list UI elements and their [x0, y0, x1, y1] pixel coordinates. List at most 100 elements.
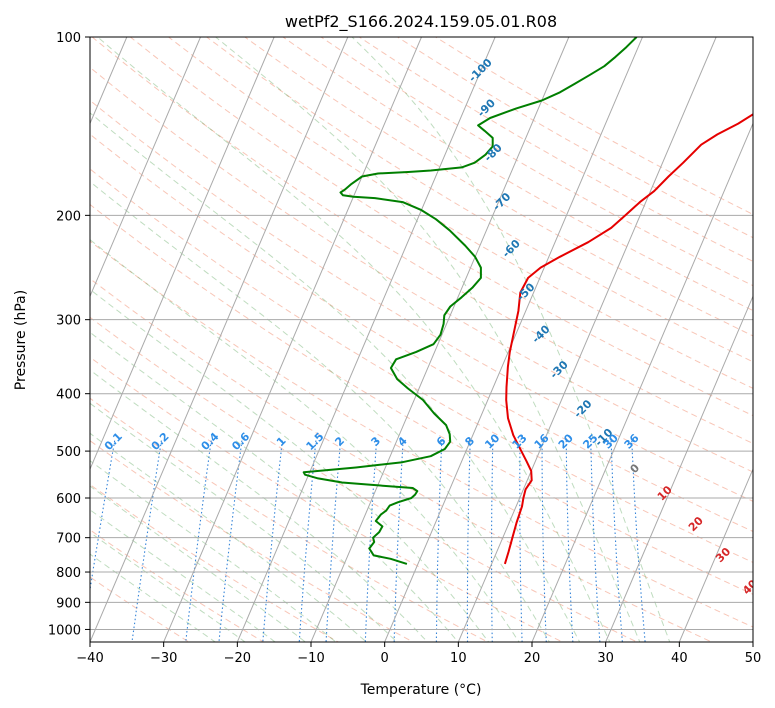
x-axis: −40 −30 −20 −10 0 10 20 30 40 50: [76, 642, 761, 666]
dry-adiabat: [434, 37, 753, 215]
mixing-ratio-line: [131, 440, 162, 642]
moist-adiabat-label: -100: [466, 56, 495, 85]
dry-adiabat: [90, 168, 753, 563]
isotherm: [678, 467, 753, 642]
x-tick-label: −30: [150, 651, 177, 666]
moist-adiabat-label: -70: [490, 190, 513, 213]
mixing-ratio-line: [610, 440, 623, 642]
mixing-ratio-lines: [90, 440, 646, 642]
moist-adiabat-label: -20: [571, 397, 594, 420]
mixing-ratio-label: 36: [622, 431, 642, 451]
profile-series: [302, 37, 753, 565]
isotherm: [752, 640, 753, 642]
dry-adiabat-label: 20: [686, 514, 706, 534]
mixing-ratio-label: 1: [274, 434, 289, 449]
mixing-ratio-label: 10: [482, 431, 502, 451]
dry-adiabat: [396, 37, 753, 239]
moist-adiabat-label: -30: [547, 358, 570, 381]
dewpoint-profile-line: [302, 37, 638, 565]
moist-adiabat: [90, 509, 277, 642]
dry-adiabat: [91, 37, 753, 445]
dry-adiabat: [90, 99, 753, 502]
isotherm: [457, 37, 717, 642]
dry-adiabat: [90, 440, 415, 642]
grid-lines: [90, 37, 753, 642]
moist-adiabat: [90, 331, 459, 642]
isotherm: [163, 37, 422, 642]
plot-frame: [89, 36, 754, 643]
moist-adiabat: [90, 112, 581, 642]
dry-adiabat: [90, 203, 753, 595]
mixing-ratio-label: 1.5: [304, 430, 327, 453]
x-tick-label: 20: [524, 651, 541, 666]
y-tick-label: 1000: [48, 623, 81, 638]
x-tick-label: 0: [381, 651, 389, 666]
isotherm: [236, 37, 496, 642]
dry-adiabat: [167, 37, 753, 389]
isotherm: [310, 37, 570, 642]
dry-adiabat-label: 40: [740, 577, 760, 597]
mixing-ratio-label: 2: [332, 434, 347, 449]
moist-adiabat-label: -40: [529, 322, 552, 345]
dry-adiabat: [90, 278, 713, 642]
dry-adiabat: [90, 316, 639, 642]
temperature-profile-line: [503, 113, 753, 565]
y-tick-label: 500: [56, 445, 81, 460]
y-tick-label: 400: [56, 388, 81, 403]
moist-adiabat: [214, 37, 641, 642]
x-tick-label: −40: [76, 651, 103, 666]
mixing-ratio-label: 0.6: [229, 430, 252, 453]
x-tick-label: 10: [450, 651, 467, 666]
mixing-ratio-label: 8: [462, 434, 477, 449]
y-tick-label: 800: [56, 566, 81, 581]
mixing-ratio-line: [466, 440, 471, 642]
mixing-ratio-label: 16: [532, 431, 552, 451]
x-tick-label: −20: [224, 651, 251, 666]
moist-adiabat: [351, 37, 671, 642]
isotherm: [90, 37, 349, 642]
dry-adiabat: [90, 66, 753, 473]
moist-adiabat: [90, 402, 398, 642]
moist-adiabat: [90, 239, 520, 642]
isotherm: [90, 37, 201, 298]
mixing-ratio-label: 4: [395, 434, 410, 449]
x-tick-label: 50: [745, 651, 762, 666]
moist-adiabat: [90, 553, 217, 642]
dry-adiabat: [90, 397, 489, 642]
chart-title: wetPf2_S166.2024.159.05.01.R08: [285, 12, 557, 32]
background-lines: [90, 37, 753, 642]
dry-adiabat: [129, 37, 753, 417]
mixing-ratio-label: 0.4: [199, 430, 222, 453]
y-tick-label: 600: [56, 492, 81, 507]
y-tick-label: 700: [56, 532, 81, 547]
isotherm: [384, 37, 643, 642]
x-tick-label: 30: [597, 651, 614, 666]
mixing-ratio-line: [325, 440, 342, 642]
dry-adiabat: [205, 37, 753, 363]
mixing-ratio-label: 20: [556, 431, 576, 451]
dry-adiabat-label: 0: [628, 461, 643, 476]
moist-adiabat: [90, 181, 550, 642]
y-axis: 100 200 300 400 500 600 700 800 900 1000: [48, 31, 90, 638]
y-axis-label: Pressure (hPa): [13, 290, 29, 390]
moist-adiabat-label: -50: [514, 280, 537, 303]
dry-adiabat: [90, 240, 753, 628]
mixing-ratio-line: [90, 440, 116, 593]
dry-adiabat-label: 30: [713, 545, 733, 565]
mixing-ratio-line: [393, 440, 404, 642]
y-tick-label: 300: [56, 314, 81, 329]
dry-adiabat: [90, 529, 265, 642]
dry-adiabat: [244, 37, 753, 337]
dry-adiabat: [320, 37, 753, 287]
moist-adiabat: [96, 37, 611, 642]
x-axis-label: Temperature (°C): [360, 682, 482, 698]
moist-adiabat: [90, 531, 246, 642]
mixing-ratio-label: 0.2: [149, 430, 172, 453]
x-tick-label: 40: [671, 651, 688, 666]
moist-adiabat: [90, 460, 337, 642]
moist-adiabat: [90, 288, 490, 642]
isotherm: [90, 37, 275, 471]
moist-adiabat-label: -80: [482, 141, 505, 164]
mixing-ratio-line: [541, 440, 547, 642]
y-tick-label: 900: [56, 596, 81, 611]
